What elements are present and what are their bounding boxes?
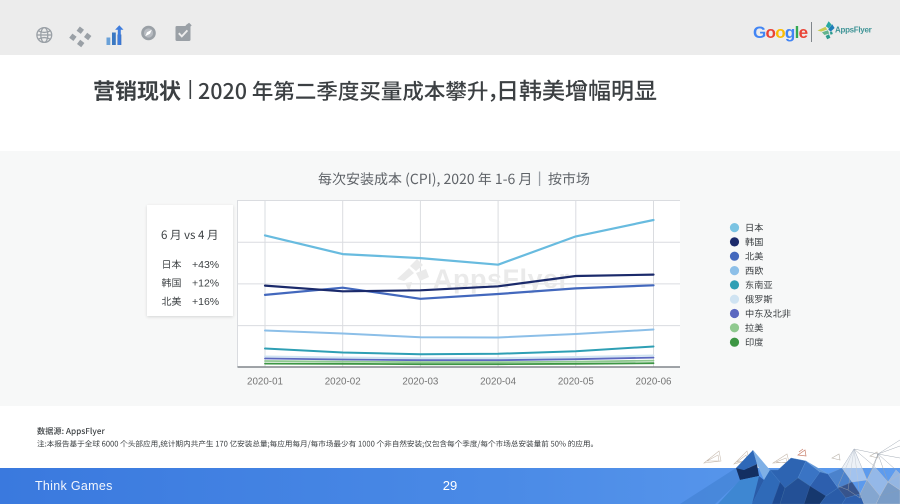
svg-text:2020-04: 2020-04 (480, 377, 517, 388)
svg-text:2020-02: 2020-02 (325, 377, 361, 388)
svg-text:2020-03: 2020-03 (402, 377, 439, 388)
svg-text:2020-01: 2020-01 (247, 377, 283, 388)
svg-text:+12%: +12% (192, 278, 219, 290)
svg-text:+16%: +16% (192, 296, 219, 308)
svg-text:AppsFlyer: AppsFlyer (835, 26, 872, 35)
svg-text:+43%: +43% (192, 259, 219, 271)
svg-text:2020-06: 2020-06 (636, 377, 673, 388)
svg-text:2020-05: 2020-05 (558, 377, 595, 388)
